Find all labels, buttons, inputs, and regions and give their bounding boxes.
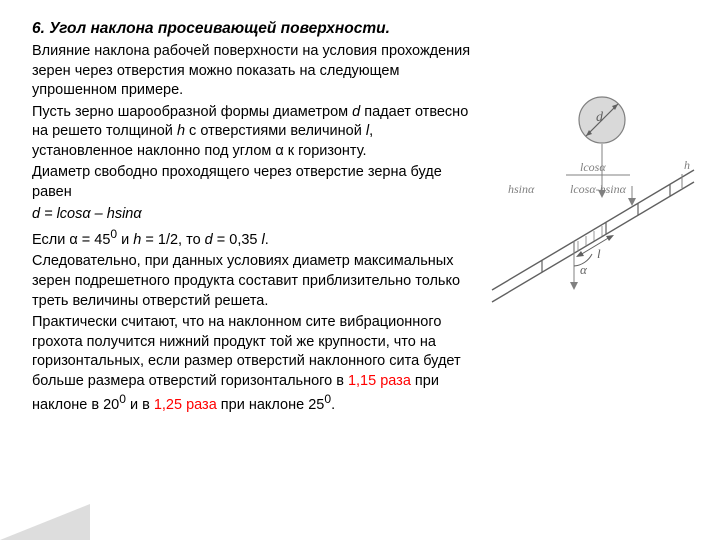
paragraph-5: Следовательно, при данных условиях диаме… — [32, 252, 472, 311]
document-page: 6. Угол наклона просеивающей поверхности… — [0, 0, 720, 540]
label-alpha: α — [580, 262, 587, 278]
formula: d = lcosα – hsinα — [32, 205, 472, 225]
label-hsina: hsinα — [508, 182, 534, 197]
paragraph-6: Практически считают, что на наклонном си… — [32, 313, 472, 416]
l-span — [580, 237, 610, 255]
label-diff: lcosα-hsinα — [570, 182, 626, 197]
paragraph-1: Влияние наклона рабочей поверхности на у… — [32, 42, 472, 101]
paragraph-3: Диаметр свободно проходящего через отвер… — [32, 163, 472, 202]
corner-triangle-decoration — [0, 504, 90, 540]
label-lcosa: lcosα — [580, 160, 606, 175]
label-h: h — [684, 158, 690, 173]
label-l: l — [597, 246, 601, 262]
diagram: d lcosα hsinα lcosα-hsinα h l α — [482, 90, 702, 310]
body-text: Влияние наклона рабочей поверхности на у… — [32, 42, 472, 416]
paragraph-4: Если α = 450 и h = 1/2, то d = 0,35 l. — [32, 226, 472, 250]
label-d: d — [596, 110, 603, 126]
paragraph-2: Пусть зерно шарообразной формы диаметром… — [32, 103, 472, 162]
diagram-svg — [482, 90, 702, 310]
section-title: 6. Угол наклона просеивающей поверхности… — [32, 20, 696, 38]
